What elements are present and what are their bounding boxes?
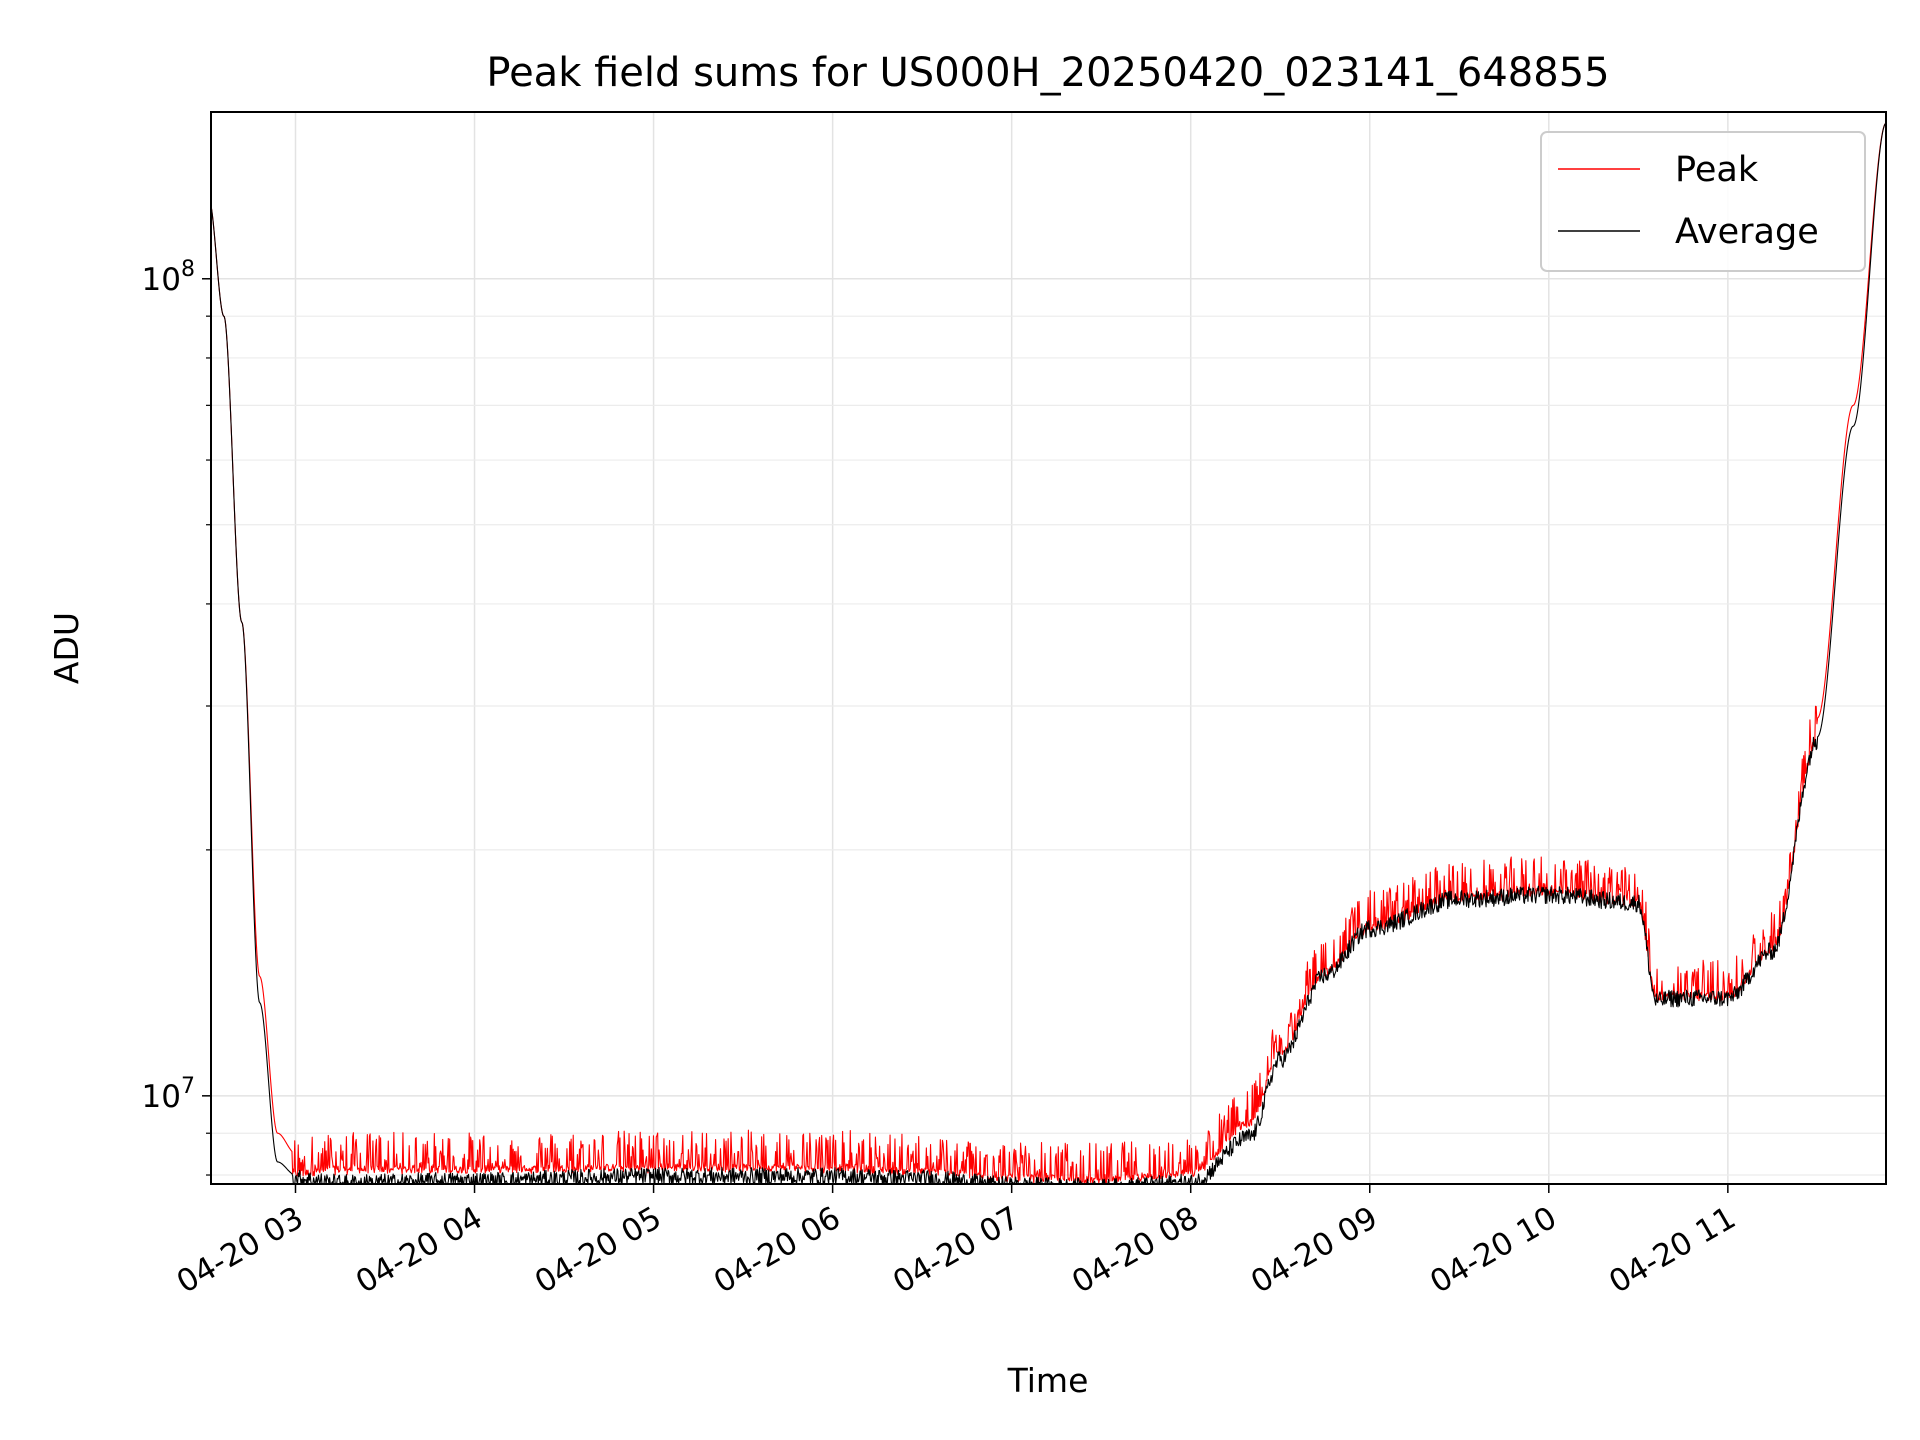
- grid: [211, 112, 1886, 1184]
- plot-frame: [210, 111, 1887, 1185]
- chart-title: Peak field sums for US000H_20250420_0231…: [486, 50, 1609, 96]
- y-tick-label: 107: [142, 1074, 195, 1115]
- x-axis-label: Time: [1007, 1361, 1089, 1400]
- y-tick-label: 108: [142, 257, 195, 298]
- legend: Peak Average: [1540, 131, 1866, 272]
- legend-label-peak: Peak: [1675, 150, 1759, 190]
- legend-label-average: Average: [1675, 212, 1819, 252]
- legend-box: [1540, 131, 1866, 272]
- y-axis-label: ADU: [47, 612, 86, 684]
